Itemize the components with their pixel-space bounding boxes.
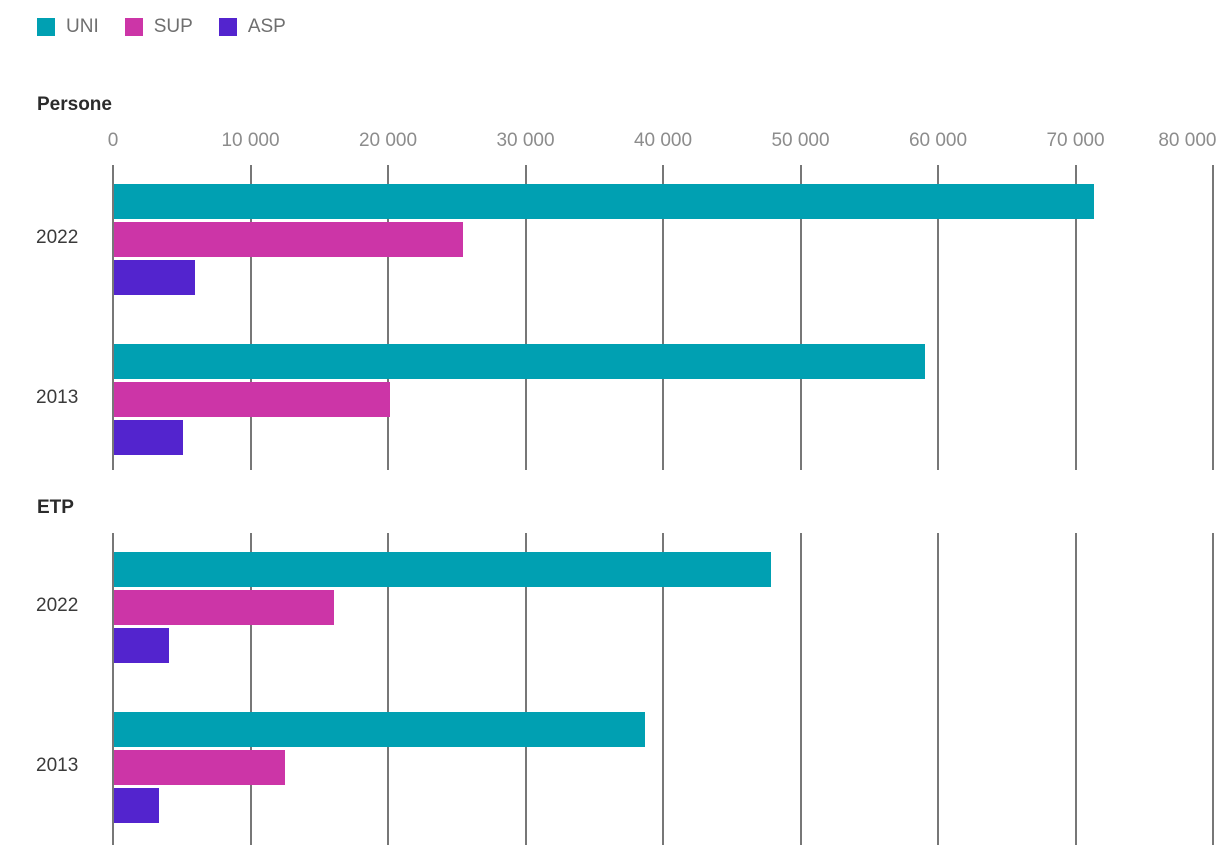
- axis-tick-label: 30 000: [496, 130, 555, 151]
- category-label-2013: 2013: [36, 387, 79, 408]
- sup-swatch-icon: [124, 18, 143, 36]
- gridline: [249, 533, 252, 845]
- axis-tick-label: 0: [107, 130, 119, 151]
- bar-uni-2013: [114, 344, 925, 379]
- gridline: [524, 533, 527, 845]
- bar-asp-2013: [114, 420, 183, 455]
- bar-asp-2022: [114, 260, 195, 295]
- gridline: [112, 533, 114, 845]
- asp-swatch-icon: [218, 18, 237, 36]
- gridline: [662, 165, 664, 470]
- bar-sup-2013: [114, 382, 390, 417]
- bar-uni-2022: [114, 552, 771, 587]
- legend-item-sup[interactable]: SUP: [124, 16, 193, 38]
- gridline: [662, 533, 664, 845]
- gridline: [1212, 533, 1214, 845]
- section-title-persone: Persone: [37, 94, 112, 115]
- axis-tick-label: 50 000: [771, 130, 830, 151]
- bar-asp-2013: [114, 788, 159, 823]
- bar-asp-2022: [114, 628, 169, 663]
- bar-sup-2022: [114, 222, 463, 257]
- legend: UNI SUP ASP: [37, 16, 286, 38]
- bar-uni-2022: [114, 184, 1094, 219]
- bar-sup-2013: [114, 750, 285, 785]
- gridline: [1212, 165, 1214, 470]
- gridline: [524, 165, 527, 470]
- axis-tick-label: 10 000: [221, 130, 280, 151]
- uni-swatch-icon: [37, 18, 55, 36]
- axis-tick-label: 60 000: [908, 130, 968, 151]
- axis-tick-label: 70 000: [1046, 130, 1105, 151]
- category-label-2013: 2013: [36, 755, 79, 776]
- bar-uni-2013: [114, 712, 645, 747]
- gridline: [112, 165, 114, 470]
- category-label-2022: 2022: [36, 227, 79, 248]
- axis-tick-label: 40 000: [633, 130, 693, 151]
- gridline: [1074, 165, 1077, 470]
- legend-label-uni: UNI: [66, 16, 99, 37]
- section-title-etp: ETP: [37, 497, 74, 518]
- gridline: [1074, 533, 1077, 845]
- gridline: [937, 533, 939, 845]
- bar-sup-2022: [114, 590, 334, 625]
- gridline: [387, 165, 389, 470]
- gridline: [799, 165, 802, 470]
- gridline: [249, 165, 252, 470]
- legend-item-asp[interactable]: ASP: [218, 16, 286, 38]
- category-label-2022: 2022: [36, 595, 79, 616]
- gridline: [799, 533, 802, 845]
- axis-tick-label: 80 000: [1158, 130, 1217, 151]
- legend-label-asp: ASP: [247, 16, 286, 37]
- legend-label-sup: SUP: [153, 16, 193, 37]
- axis-tick-label: 20 000: [358, 130, 418, 151]
- legend-item-uni[interactable]: UNI: [37, 16, 99, 38]
- gridline: [937, 165, 939, 470]
- gridline: [387, 533, 389, 845]
